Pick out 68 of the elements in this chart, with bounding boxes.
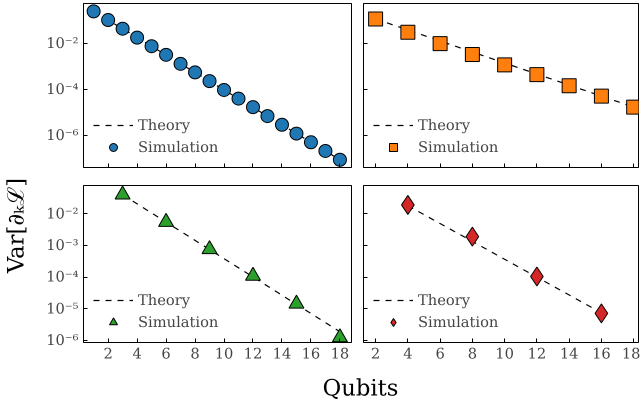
point	[232, 92, 246, 106]
point	[497, 57, 512, 72]
point	[244, 266, 261, 281]
x-tick-label: 10	[214, 346, 234, 362]
legend-label: Simulation	[138, 314, 218, 330]
x-tick-label: 12	[528, 346, 546, 362]
x-tick-label: 14	[272, 346, 292, 362]
x-tick-label: 10	[495, 346, 514, 362]
point	[144, 39, 159, 54]
point	[368, 11, 384, 26]
point	[594, 88, 609, 104]
point	[274, 118, 289, 132]
point	[318, 144, 332, 158]
x-tick-label: 8	[190, 346, 200, 362]
legend-label: Theory	[138, 116, 190, 134]
x-tick-label: 14	[560, 346, 578, 362]
y-axis-title: Var[∂ₖℒ]	[4, 178, 30, 274]
point	[400, 24, 416, 40]
y-tick-label: 10⁻⁶	[46, 332, 79, 350]
y-tick-label: 10⁻⁶	[46, 126, 79, 144]
point	[114, 186, 131, 200]
point	[217, 82, 232, 97]
x-tick-label: 8	[468, 346, 478, 362]
legend-label: Simulation	[138, 138, 218, 156]
point	[188, 65, 202, 80]
y-tick-label: 10⁻⁵	[46, 300, 79, 318]
x-tick-label: 18	[330, 346, 350, 362]
x-tick-label: 16	[302, 346, 320, 362]
x-tick-label: 2	[370, 346, 380, 362]
point	[289, 126, 304, 141]
y-tick-label: 10⁻⁴	[46, 268, 79, 286]
legend-label: Theory	[418, 116, 470, 134]
legend-label: Theory	[138, 292, 190, 308]
point	[432, 36, 448, 52]
point	[116, 22, 130, 36]
x-tick-label: 6	[435, 346, 445, 362]
point	[260, 109, 274, 124]
point	[332, 328, 348, 342]
x-tick-label: 4	[132, 346, 142, 362]
point	[246, 100, 260, 114]
legend-label: Simulation	[418, 138, 498, 156]
point	[101, 13, 116, 28]
point	[202, 74, 217, 88]
point	[464, 47, 480, 62]
point	[332, 152, 347, 167]
y-tick-label: 10⁻²	[46, 34, 79, 52]
legend-label: Simulation	[418, 314, 498, 330]
x-axis-title: Qubits	[322, 376, 398, 402]
point	[158, 212, 174, 227]
y-tick-label: 10⁻⁴	[46, 80, 79, 98]
point	[174, 56, 188, 71]
y-tick-label: 10⁻²	[46, 205, 79, 222]
point	[529, 67, 544, 82]
point	[86, 4, 101, 18]
x-tick-label: 6	[161, 346, 171, 362]
point	[288, 294, 304, 309]
x-tick-label: 2	[103, 346, 113, 362]
x-tick-label: 18	[622, 346, 640, 362]
y-tick-label: 10⁻³	[46, 236, 79, 254]
point	[202, 240, 218, 254]
x-tick-label: 16	[592, 346, 611, 362]
point	[159, 48, 174, 62]
point	[130, 30, 144, 45]
x-tick-label: 12	[244, 346, 262, 362]
x-tick-label: 4	[403, 346, 413, 362]
legend-label: Theory	[418, 292, 470, 308]
point	[304, 135, 318, 150]
point	[562, 78, 577, 94]
